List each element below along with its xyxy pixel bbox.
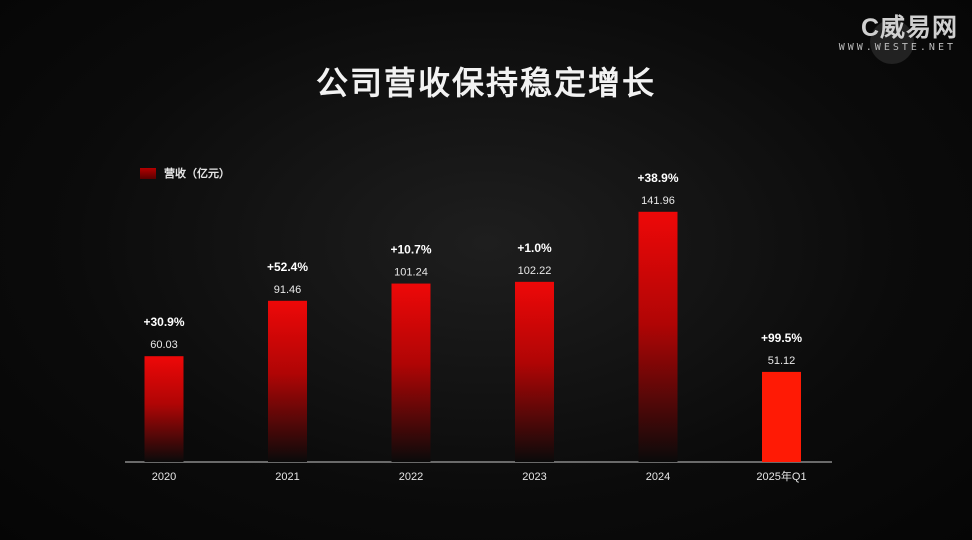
x-tick-label: 2021 <box>275 471 299 483</box>
x-tick-label: 2024 <box>646 471 670 483</box>
growth-rate-label: +1.0% <box>517 241 552 255</box>
watermark-circle-icon <box>870 20 914 64</box>
bar-value-label: 102.22 <box>518 265 552 277</box>
bar-2020 <box>144 356 184 462</box>
growth-rate-label: +10.7% <box>390 243 431 257</box>
bar-2021 <box>268 300 307 462</box>
chart-title: 公司营收保持稳定增长 <box>315 65 656 101</box>
bar-2025年Q1 <box>762 371 801 462</box>
bar-value-label: 60.03 <box>150 339 178 351</box>
growth-rate-label: +30.9% <box>143 315 184 329</box>
legend-label: 营收（亿元） <box>164 168 230 180</box>
x-tick-label: 2025年Q1 <box>756 469 806 483</box>
watermark-logo: C威易网 WWW.WESTE.NET <box>828 8 958 64</box>
bar-2023 <box>515 281 554 462</box>
growth-rate-label: +99.5% <box>761 331 802 345</box>
x-tick-label: 2020 <box>152 471 176 483</box>
growth-rate-label: +52.4% <box>267 260 308 274</box>
watermark-url: WWW.WESTE.NET <box>838 42 956 53</box>
bar-value-label: 91.46 <box>274 284 302 296</box>
watermark-brand: C威易网 <box>860 14 958 42</box>
bar-value-label: 51.12 <box>768 355 796 367</box>
bar-2022 <box>391 283 431 462</box>
x-tick-label: 2022 <box>399 471 423 483</box>
chart-legend: 营收（亿元） <box>140 165 230 181</box>
legend-swatch <box>140 167 156 179</box>
bar-value-label: 141.96 <box>641 195 675 207</box>
x-tick-label: 2023 <box>522 471 546 483</box>
growth-rate-label: +38.9% <box>637 171 678 185</box>
bar-2024 <box>638 211 678 462</box>
bar-value-label: 101.24 <box>394 267 428 279</box>
